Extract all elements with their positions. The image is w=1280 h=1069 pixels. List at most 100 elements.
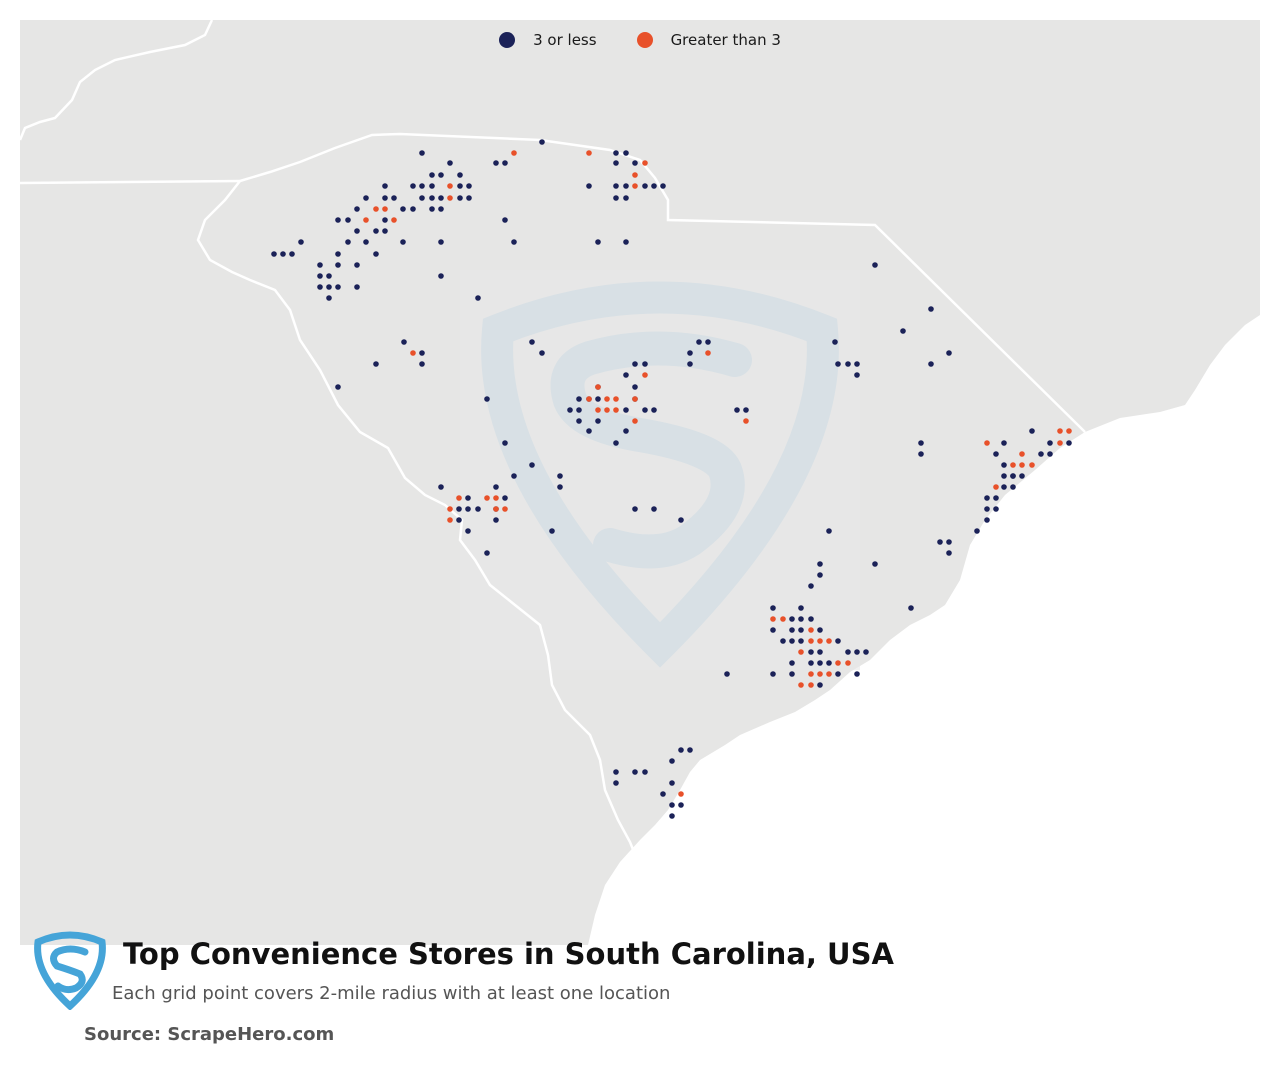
store-point-high xyxy=(1057,428,1063,434)
store-point-low xyxy=(391,195,397,201)
store-point-high xyxy=(586,396,592,402)
store-point-low xyxy=(529,462,535,468)
store-point-high xyxy=(993,484,999,490)
store-point-low xyxy=(632,769,638,775)
store-point-low xyxy=(465,528,471,534)
store-point-low xyxy=(770,605,776,611)
legend-label-low: 3 or less xyxy=(533,31,597,49)
store-point-high xyxy=(808,682,814,688)
store-point-high xyxy=(391,217,397,223)
store-point-low xyxy=(817,682,823,688)
store-point-low xyxy=(669,780,675,786)
store-point-low xyxy=(438,484,444,490)
store-point-high xyxy=(817,638,823,644)
store-point-low xyxy=(363,239,369,245)
store-point-low xyxy=(854,372,860,378)
store-point-low xyxy=(623,428,629,434)
store-point-low xyxy=(1038,451,1044,457)
store-point-low xyxy=(642,769,648,775)
store-point-low xyxy=(863,649,869,655)
store-point-low xyxy=(576,407,582,413)
store-point-low xyxy=(280,251,286,257)
store-point-low xyxy=(438,273,444,279)
store-point-high xyxy=(604,396,610,402)
store-point-high xyxy=(808,671,814,677)
store-point-low xyxy=(317,273,323,279)
watermark-logo xyxy=(460,270,860,670)
store-point-low xyxy=(734,407,740,413)
store-point-low xyxy=(623,183,629,189)
store-point-low xyxy=(529,339,535,345)
store-point-low xyxy=(687,747,693,753)
store-point-low xyxy=(475,506,481,512)
store-point-high xyxy=(835,660,841,666)
store-point-high xyxy=(447,506,453,512)
store-point-low xyxy=(632,506,638,512)
store-point-low xyxy=(502,495,508,501)
store-point-high xyxy=(1029,462,1035,468)
store-point-low xyxy=(335,262,341,268)
store-point-high xyxy=(511,150,517,156)
store-point-high xyxy=(447,195,453,201)
store-point-high xyxy=(798,649,804,655)
store-point-low xyxy=(789,660,795,666)
store-point-low xyxy=(660,791,666,797)
store-point-low xyxy=(946,550,952,556)
store-point-low xyxy=(1001,473,1007,479)
store-point-low xyxy=(798,616,804,622)
store-point-low xyxy=(651,407,657,413)
store-point-low xyxy=(567,407,573,413)
store-point-low xyxy=(946,350,952,356)
store-point-low xyxy=(678,517,684,523)
store-point-low xyxy=(832,339,838,345)
store-point-high xyxy=(808,627,814,633)
store-point-low xyxy=(410,183,416,189)
store-point-low xyxy=(696,339,702,345)
store-point-high xyxy=(642,160,648,166)
store-point-high xyxy=(770,616,776,622)
store-point-low xyxy=(354,262,360,268)
store-point-low xyxy=(1001,462,1007,468)
store-point-high xyxy=(456,495,462,501)
store-point-low xyxy=(613,195,619,201)
store-point-high xyxy=(743,418,749,424)
store-point-low xyxy=(484,550,490,556)
store-point-low xyxy=(743,407,749,413)
ocean xyxy=(588,315,1260,945)
store-point-low xyxy=(1029,428,1035,434)
store-point-low xyxy=(1047,440,1053,446)
store-point-low xyxy=(789,638,795,644)
store-point-low xyxy=(447,160,453,166)
store-point-low xyxy=(946,539,952,545)
store-point-low xyxy=(429,183,435,189)
store-point-low xyxy=(335,217,341,223)
store-point-high xyxy=(826,671,832,677)
store-point-low xyxy=(419,183,425,189)
store-point-low xyxy=(928,361,934,367)
store-point-low xyxy=(900,328,906,334)
store-point-low xyxy=(993,506,999,512)
store-point-low xyxy=(539,139,545,145)
store-point-low xyxy=(918,451,924,457)
store-point-low xyxy=(678,747,684,753)
store-point-low xyxy=(984,517,990,523)
store-point-low xyxy=(1010,473,1016,479)
store-point-low xyxy=(651,506,657,512)
store-point-low xyxy=(466,195,472,201)
store-point-low xyxy=(613,150,619,156)
store-point-low xyxy=(798,605,804,611)
store-point-high xyxy=(613,396,619,402)
store-point-low xyxy=(289,251,295,257)
store-point-low xyxy=(429,172,435,178)
store-point-low xyxy=(808,583,814,589)
store-point-low xyxy=(651,183,657,189)
store-point-low xyxy=(632,384,638,390)
store-point-low xyxy=(576,396,582,402)
store-point-low xyxy=(798,638,804,644)
store-point-low xyxy=(410,206,416,212)
store-point-low xyxy=(613,160,619,166)
store-point-low xyxy=(613,769,619,775)
store-point-high xyxy=(632,183,638,189)
store-point-low xyxy=(613,183,619,189)
store-point-low xyxy=(557,473,563,479)
